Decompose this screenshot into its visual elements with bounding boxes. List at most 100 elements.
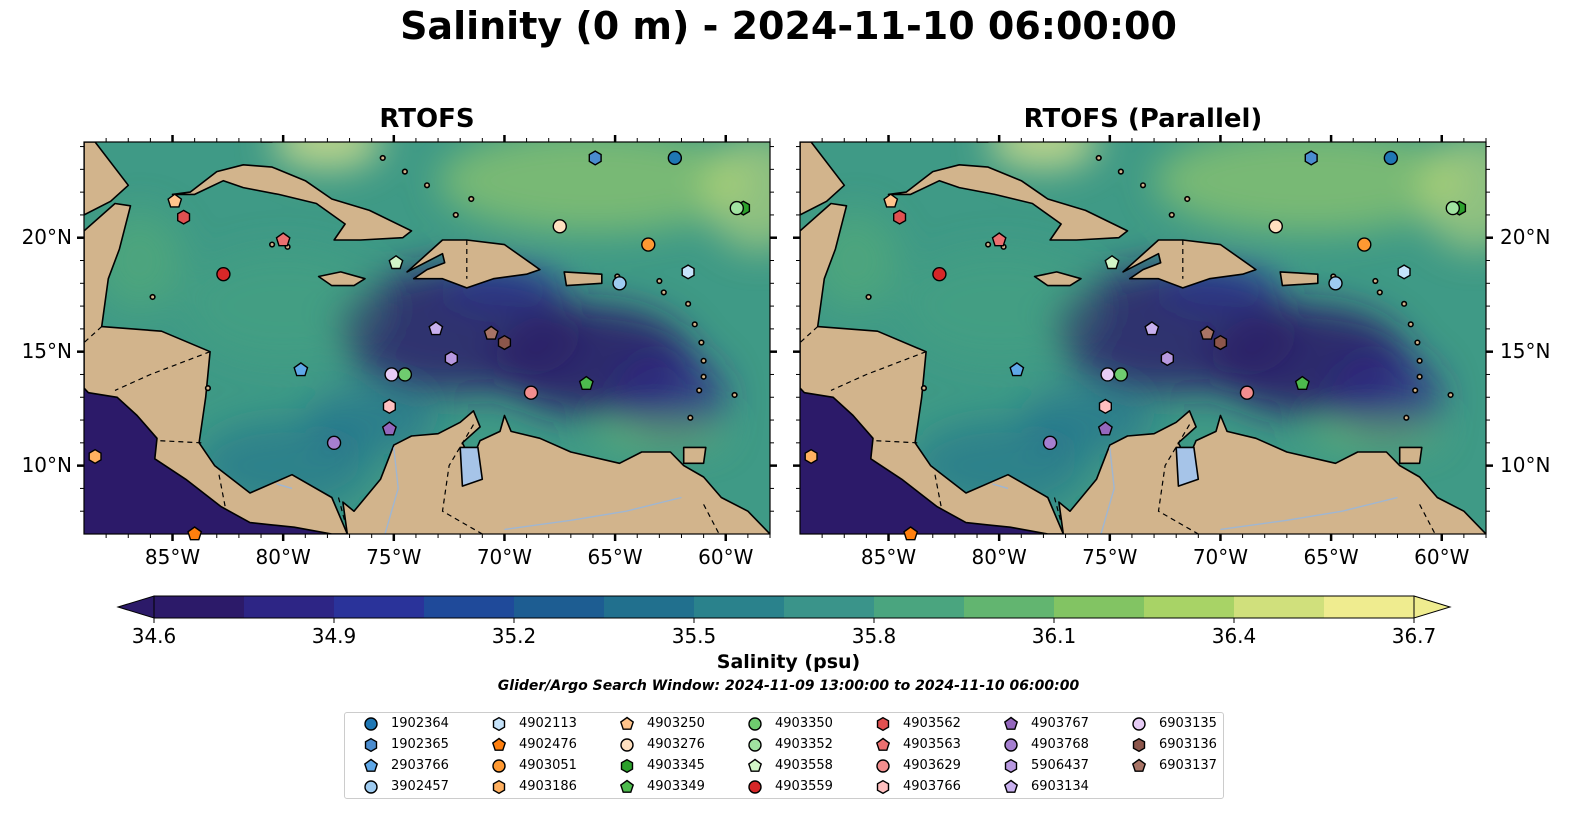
platform-marker-6903135[interactable] [1100,367,1115,382]
platform-marker-4903350[interactable] [397,367,413,382]
legend-marker-circle-icon [492,759,506,773]
platform-marker-4903766[interactable] [1098,398,1112,415]
salinity-map-rtofs-parallel[interactable] [793,135,1493,541]
legend-marker-pentagon-icon [875,737,891,751]
platform-marker-4903563[interactable] [275,232,291,247]
platform-marker-6903137[interactable] [1199,325,1215,340]
lon-tick-label: 70°W [1192,545,1249,569]
colorbar-tick-label: 35.8 [851,624,897,648]
lon-tick-label: 60°W [698,545,754,569]
platform-marker-6903137[interactable] [483,325,499,340]
platform-marker-4903559[interactable] [216,266,231,282]
legend-marker-pentagon-icon [491,737,507,751]
platform-marker-4903558[interactable] [388,254,404,270]
platform-marker-1902364[interactable] [1383,150,1399,166]
legend-label: 1902365 [391,737,449,752]
legend-label: 4903276 [647,737,705,752]
legend-label: 4903768 [1031,737,1089,752]
platform-marker-4903051[interactable] [641,237,656,252]
platform-marker-4902476[interactable] [903,526,919,541]
legend-label: 4903186 [519,779,577,794]
legend-marker-hexagon-icon [492,716,506,732]
legend-marker-pentagon-icon [1003,716,1019,730]
lat-tick-label-right: 20°N [1500,224,1551,249]
platform-marker-2903766[interactable] [293,362,309,377]
platform-marker-4903563[interactable] [991,232,1007,247]
lon-tick-label: 65°W [587,545,643,569]
legend-label: 4902113 [519,716,577,731]
legend-label: 4903349 [647,779,705,794]
platform-marker-1902364[interactable] [667,150,683,166]
platform-marker-6903134[interactable] [428,321,444,336]
platform-marker-3902457[interactable] [1328,276,1343,291]
platform-legend: 1902364 1902365 2903766 3902457 4902113 49024… [344,712,1224,799]
legend-label: 4902476 [519,737,577,752]
legend-label: 4903766 [903,779,961,794]
platform-marker-6903136[interactable] [497,334,512,351]
legend-marker-pentagon-icon [1131,758,1147,772]
legend-marker-hexagon-icon [876,779,890,795]
platform-marker-4903276[interactable] [552,219,567,234]
legend-label: 4903350 [775,716,833,731]
legend-label: 4903629 [903,758,961,773]
legend-marker-hexagon-icon [876,716,890,732]
platform-marker-4903186[interactable] [88,448,102,465]
platform-marker-4903768[interactable] [1042,435,1058,451]
platform-marker-4903352[interactable] [1445,200,1461,216]
platform-marker-4903350[interactable] [1113,367,1129,382]
lat-tick-label-left: 20°N [21,224,72,249]
platform-marker-4903768[interactable] [326,435,342,451]
salinity-map-rtofs[interactable] [77,135,777,541]
platform-marker-4903562[interactable] [176,209,191,225]
platform-marker-2903766[interactable] [1009,362,1025,377]
platform-marker-4903629[interactable] [523,385,539,400]
legend-label: 4903559 [775,779,833,794]
legend-marker-circle-icon [748,738,762,752]
lon-tick-label: 80°W [971,545,1027,569]
legend-marker-pentagon-icon [1003,779,1019,793]
legend-marker-circle-icon [620,738,634,752]
platform-marker-4902113[interactable] [1397,264,1411,280]
platform-marker-4903352[interactable] [729,200,745,216]
platform-marker-4902113[interactable] [681,264,695,280]
platform-marker-4902476[interactable] [187,526,203,541]
search-window-caption: Glider/Argo Search Window: 2024-11-09 13… [497,678,1080,694]
lon-tick-label: 75°W [366,545,422,569]
legend-label: 4903562 [903,716,961,731]
platform-marker-4903558[interactable] [1104,254,1120,270]
platform-marker-5906437[interactable] [1160,350,1174,367]
platform-marker-4903766[interactable] [382,398,396,415]
platform-marker-6903134[interactable] [1144,321,1160,336]
legend-marker-circle-icon [1004,738,1018,752]
legend-label: 6903136 [1159,737,1217,752]
platform-marker-4903250[interactable] [883,193,899,208]
legend-marker-circle-icon [748,780,762,794]
platform-marker-5906437[interactable] [444,350,458,367]
platform-marker-3902457[interactable] [612,276,627,291]
legend-label: 4903767 [1031,716,1089,731]
platform-marker-4903250[interactable] [167,193,183,208]
legend-label: 1902364 [391,716,449,731]
platform-marker-6903135[interactable] [384,367,399,382]
platform-marker-4903767[interactable] [1097,421,1113,436]
platform-marker-4903349[interactable] [1294,375,1310,391]
platform-marker-4903051[interactable] [1357,237,1372,252]
platform-marker-4903559[interactable] [932,266,947,282]
legend-label: 6903137 [1159,758,1217,773]
legend-label: 6903134 [1031,779,1089,794]
platform-marker-4903276[interactable] [1268,219,1283,234]
platform-marker-4903767[interactable] [381,421,397,436]
colorbar-tick-label: 36.7 [1391,624,1437,648]
platform-marker-1902365[interactable] [588,150,602,166]
platform-marker-4903562[interactable] [892,209,907,225]
platform-marker-4903629[interactable] [1239,385,1255,400]
platform-marker-4903186[interactable] [804,448,818,465]
platform-marker-1902365[interactable] [1304,150,1318,166]
legend-marker-circle-icon [364,717,378,731]
legend-marker-circle-icon [876,759,890,773]
lon-tick-label: 85°W [860,545,917,569]
colorbar-tick-label: 34.9 [311,624,357,648]
platform-marker-6903136[interactable] [1213,334,1228,351]
platform-marker-4903349[interactable] [578,375,594,391]
lon-tick-label: 85°W [144,545,201,569]
